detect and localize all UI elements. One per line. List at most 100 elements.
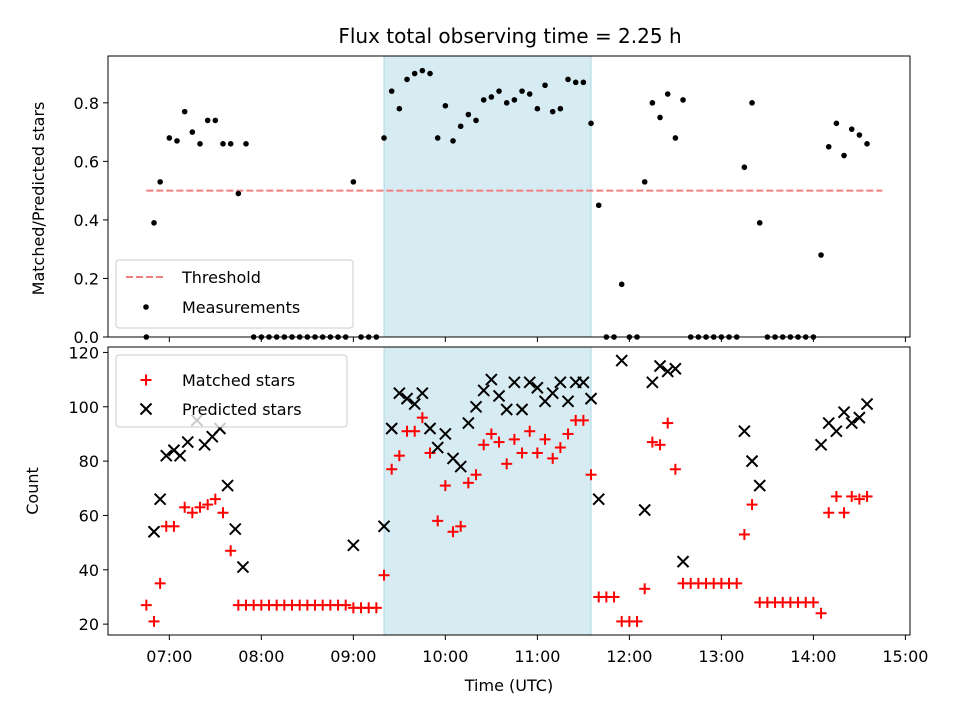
predicted-star-point: [669, 362, 682, 375]
predicted-star-point: [837, 406, 851, 419]
matched-star-point: [631, 615, 643, 627]
measurement-point: [235, 190, 242, 197]
matched-star-point: [148, 615, 160, 627]
predicted-star-point: [738, 425, 751, 438]
y-tick-label: 0.8: [74, 94, 99, 113]
measurement-point: [588, 120, 594, 127]
predicted-star-point: [592, 492, 605, 506]
measurement-point: [419, 67, 426, 74]
measurement-point: [649, 100, 656, 106]
predicted-star-point: [347, 539, 360, 552]
observing-window-span: [383, 55, 592, 338]
measurement-point: [151, 220, 157, 226]
matched-star-point: [853, 493, 865, 505]
predicted-star-point: [753, 479, 766, 492]
predicted-star-point: [653, 359, 667, 373]
matched-star-point: [846, 490, 858, 502]
count-y-axis-label: Count: [23, 467, 42, 515]
measurement-point: [641, 179, 648, 185]
measurement-point: [503, 100, 510, 106]
predicted-star-point: [181, 435, 194, 449]
legend-measurements-swatch: [143, 304, 149, 310]
measurement-point: [618, 281, 625, 288]
matched-star-point: [516, 447, 528, 459]
predicted-star-point: [500, 403, 513, 416]
legend-matched-swatch: [140, 374, 152, 386]
predicted-star-point: [153, 492, 167, 506]
predicted-star-point: [845, 416, 858, 430]
predicted-star-point: [173, 449, 187, 462]
measurement-point: [434, 135, 441, 141]
legend-measurements-label: Measurements: [182, 298, 300, 317]
measurement-point: [243, 141, 249, 147]
matched-star-point: [455, 520, 467, 532]
predicted-star-point: [431, 441, 444, 454]
predicted-star-point: [439, 427, 452, 441]
predicted-star-point: [229, 522, 242, 536]
matched-star-point: [585, 469, 597, 481]
measurement-point: [157, 179, 163, 185]
matched-star-point: [547, 452, 559, 464]
measurement-point: [450, 138, 456, 144]
predicted-star-point: [160, 449, 173, 462]
predicted-star-point: [814, 438, 828, 452]
predicted-star-point: [408, 397, 421, 411]
matched-star-point: [140, 599, 152, 611]
measurement-point: [526, 91, 533, 97]
legend-box: [115, 259, 354, 329]
y-tick-label: 80: [79, 452, 99, 471]
measurement-point: [442, 102, 449, 109]
x-tick-label: 13:00: [698, 647, 744, 666]
x-tick-label: 09:00: [330, 647, 376, 666]
predicted-star-point: [469, 400, 483, 413]
matched-star-point: [478, 439, 490, 451]
y-tick-label: 0.6: [74, 152, 99, 171]
measurement-point: [657, 114, 663, 121]
measurement-point: [212, 117, 219, 124]
measurement-point: [465, 111, 472, 118]
predicted-star-point: [577, 376, 590, 389]
measurement-point: [756, 220, 763, 226]
predicted-star-point: [515, 403, 529, 416]
y-tick-label: 0.4: [74, 211, 99, 230]
predicted-star-point: [638, 503, 651, 517]
predicted-star-point: [745, 454, 759, 468]
predicted-star-point: [221, 479, 234, 492]
matched-star-point: [432, 515, 444, 527]
measurement-point: [227, 141, 234, 147]
predicted-star-point: [523, 376, 536, 389]
predicted-star-point: [531, 381, 544, 394]
measurement-point: [488, 94, 495, 100]
measurement-point: [350, 179, 357, 185]
matched-star-point: [807, 596, 819, 608]
matched-star-point: [424, 447, 436, 459]
legend-box: [115, 354, 348, 428]
matched-star-point: [416, 412, 428, 424]
measurement-point: [749, 100, 755, 106]
predicted-star-point: [423, 422, 437, 435]
y-tick-label: 100: [68, 398, 99, 417]
predicted-star-point: [416, 386, 429, 400]
legend-predicted-label: Predicted stars: [182, 400, 302, 419]
predicted-star-point: [147, 525, 161, 538]
measurement-point: [557, 105, 564, 112]
x-tick-label: 11:00: [514, 647, 560, 666]
measurement-point: [496, 88, 502, 94]
matched-star-point: [531, 447, 543, 459]
ratio-y-ticks: 0.0 0.2 0.4 0.6 0.8: [74, 94, 108, 347]
matched-star-point: [562, 428, 574, 440]
measurement-point: [519, 88, 525, 94]
ratio-legend: Threshold Measurements: [115, 259, 354, 329]
measurement-point: [680, 97, 686, 103]
x-tick-label: 10:00: [422, 647, 468, 666]
predicted-star-point: [477, 384, 490, 397]
matched-star-point: [654, 439, 666, 451]
measurement-point: [388, 88, 395, 94]
predicted-star-point: [661, 365, 674, 378]
chart-title: Flux total observing time = 2.25 h: [338, 24, 681, 48]
measurement-point: [856, 132, 863, 138]
predicted-star-point: [377, 520, 391, 533]
y-tick-label: 60: [79, 506, 99, 525]
matched-star-point: [470, 469, 482, 481]
time-x-ticks: 07:00 08:00 09:00 10:00 11:00 12:00 13:00 14:00…: [146, 635, 928, 666]
